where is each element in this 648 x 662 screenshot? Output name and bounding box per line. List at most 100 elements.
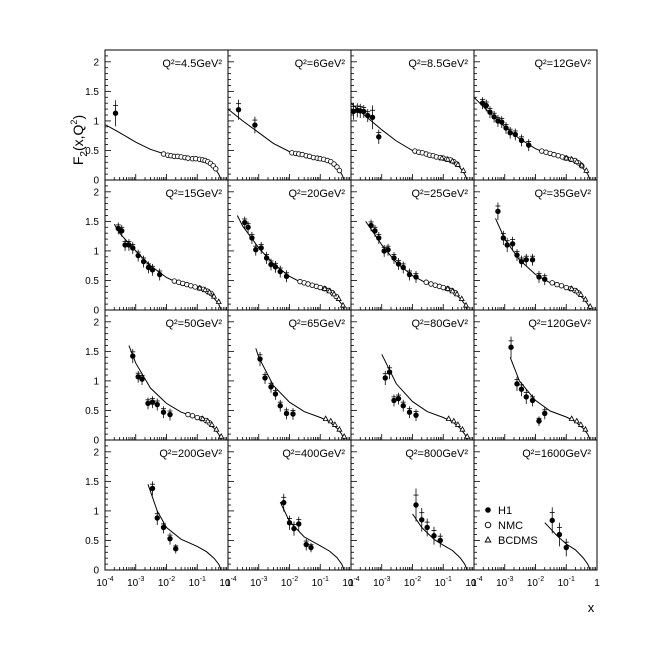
h1-point	[253, 247, 259, 253]
h1-point	[500, 235, 507, 241]
bcdms-point	[573, 158, 580, 164]
h1-point	[529, 397, 536, 404]
panel-q2-label: Q²=50GeV²	[165, 318, 222, 330]
h1-point	[160, 409, 167, 415]
bcdms-point	[339, 301, 347, 308]
h1-point	[382, 375, 388, 381]
h1-point	[514, 252, 520, 258]
nmc-point	[194, 414, 200, 421]
bcdms-point	[568, 415, 575, 421]
h1-point	[536, 418, 542, 424]
h1-point	[395, 261, 402, 267]
bcdms-point	[582, 295, 589, 302]
x-tick-label: 1	[471, 578, 477, 589]
panel-q2-80: Q²=80GeV²	[350, 309, 475, 441]
h1-point	[413, 274, 419, 280]
bcdms-point	[464, 433, 471, 439]
y-tick-label: 2	[93, 317, 99, 328]
h1-point	[283, 410, 290, 417]
bcdms-point	[208, 421, 215, 427]
h1-point	[249, 235, 255, 241]
h1-point	[277, 268, 283, 275]
bcdms-point	[326, 287, 333, 294]
y-tick-label: 1	[93, 376, 99, 387]
x-tick-label: 10-4	[96, 576, 113, 589]
h1-point	[523, 394, 529, 400]
h1-point	[145, 264, 152, 271]
h1-point	[290, 411, 296, 417]
h1-point	[258, 245, 264, 251]
x-tick-label: 10-2	[158, 576, 175, 589]
x-tick-label: 10-2	[281, 576, 298, 589]
h1-point	[167, 411, 173, 418]
x-tick-label: 10-4	[465, 576, 482, 589]
fit-curve	[227, 108, 345, 181]
panel-q2-65: Q²=65GeV²	[227, 309, 352, 441]
h1-point	[400, 403, 406, 409]
h1-point	[112, 110, 119, 116]
h1-point	[391, 397, 397, 404]
h1-point	[245, 224, 251, 230]
bcdms-point	[573, 417, 580, 424]
bcdms-point	[582, 425, 589, 432]
panel-q2-label: Q²=65GeV²	[288, 318, 345, 330]
x-tick-label: 10-3	[127, 576, 144, 589]
x-tick-label: 10-1	[312, 576, 329, 589]
bcdms-point	[206, 288, 213, 295]
h1-point	[504, 242, 510, 248]
bcdms-point	[568, 285, 575, 291]
nmc-point	[213, 166, 219, 172]
fit-curve	[412, 513, 468, 571]
h1-point	[235, 106, 242, 113]
h1-point	[272, 264, 279, 270]
h1-point	[252, 122, 258, 128]
h1-point	[268, 384, 274, 390]
h1-point	[283, 273, 290, 280]
h1-point	[173, 546, 179, 552]
bcdms-point	[577, 291, 584, 297]
fit-curve	[128, 345, 222, 441]
bcdms-point	[578, 161, 585, 168]
panel-q2-label: Q²=15GeV²	[165, 188, 222, 200]
h1-point	[135, 252, 141, 259]
y-tick-label: 1	[93, 116, 99, 127]
h1-point	[487, 109, 493, 115]
bcdms-point	[321, 285, 328, 291]
panel-q2-label: Q²=6GeV²	[295, 58, 346, 70]
h1-point	[296, 521, 302, 527]
y-tick-label: 2	[93, 57, 99, 68]
fit-curve	[381, 354, 468, 441]
x-tick-label: 10-3	[373, 576, 390, 589]
nmc-point	[185, 155, 191, 161]
bcdms-point	[450, 417, 457, 424]
h1-point	[556, 531, 563, 538]
panel-q2-15: 0 0.5 1 1.5 2 Q²=15GeV²	[85, 179, 229, 317]
panel-q2-6: Q²=6GeV²	[227, 49, 352, 181]
nmc-point	[317, 284, 323, 291]
bcdms-point	[215, 298, 222, 304]
panel-q2-4.5: 0 0.5 1 1.5 2 Q²=4.5GeV²	[85, 49, 229, 187]
h1-point	[437, 537, 443, 544]
nmc-point	[440, 284, 446, 291]
panel-q2-label: Q²=4.5GeV²	[162, 58, 222, 70]
h1-point	[514, 381, 520, 387]
panel-q2-label: Q²=20GeV²	[288, 188, 345, 200]
bcdms-point	[196, 284, 203, 291]
h1-point	[509, 241, 516, 247]
h1-point	[563, 544, 569, 551]
y-tick-label: 1	[93, 246, 99, 257]
h1-point	[130, 245, 136, 251]
h1-point	[262, 375, 268, 381]
panel-q2-200: 0 0.5 1 1.5 2 10-4 10-3 10-2 10-1 1 Q²=200GeV²	[85, 439, 231, 589]
bcdms-point	[218, 433, 225, 439]
panel-q2-label: Q²=35GeV²	[534, 188, 591, 200]
h1-point	[406, 409, 413, 415]
h1-point	[263, 255, 270, 261]
x-tick-label: 10-4	[342, 576, 359, 589]
h1-point	[368, 222, 374, 229]
h1-point	[518, 137, 525, 144]
nmc-point	[549, 280, 555, 286]
bcdms-point	[445, 415, 452, 421]
bcdms-point	[327, 417, 334, 424]
